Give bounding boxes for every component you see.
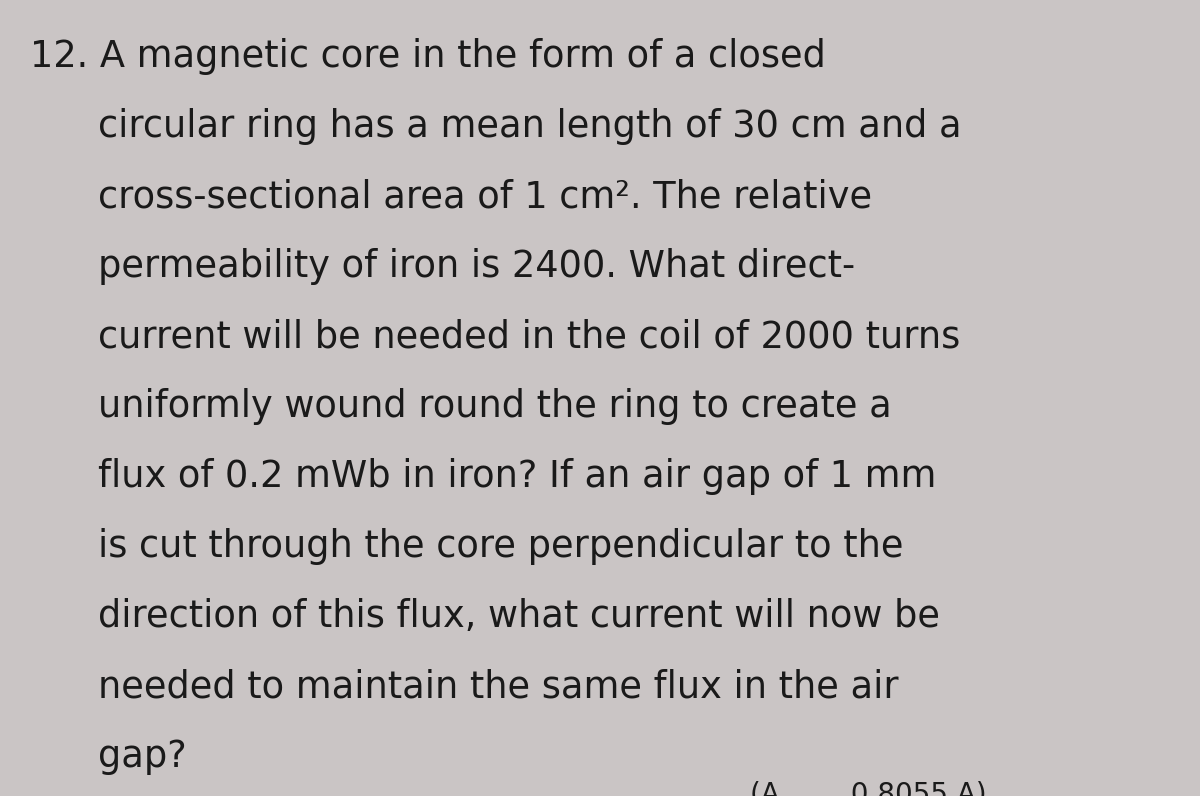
- Text: needed to maintain the same flux in the air: needed to maintain the same flux in the …: [98, 668, 899, 705]
- Text: uniformly wound round the ring to create a: uniformly wound round the ring to create…: [98, 388, 892, 425]
- Text: current will be needed in the coil of 2000 turns: current will be needed in the coil of 20…: [98, 318, 960, 355]
- Text: direction of this flux, what current will now be: direction of this flux, what current wil…: [98, 598, 940, 635]
- Text: is cut through the core perpendicular to the: is cut through the core perpendicular to…: [98, 528, 904, 565]
- Text: flux of 0.2 mWb in iron? If an air gap of 1 mm: flux of 0.2 mWb in iron? If an air gap o…: [98, 458, 936, 495]
- Text: circular ring has a mean length of 30 cm and a: circular ring has a mean length of 30 cm…: [98, 108, 961, 145]
- Text: 12. A magnetic core in the form of a closed: 12. A magnetic core in the form of a clo…: [30, 38, 826, 75]
- Text: gap?: gap?: [98, 738, 187, 775]
- Text: (A        0.8055 A): (A 0.8055 A): [750, 780, 986, 796]
- Text: permeability of iron is 2400. What direct-: permeability of iron is 2400. What direc…: [98, 248, 856, 285]
- Text: cross-sectional area of 1 cm². The relative: cross-sectional area of 1 cm². The relat…: [98, 178, 872, 215]
